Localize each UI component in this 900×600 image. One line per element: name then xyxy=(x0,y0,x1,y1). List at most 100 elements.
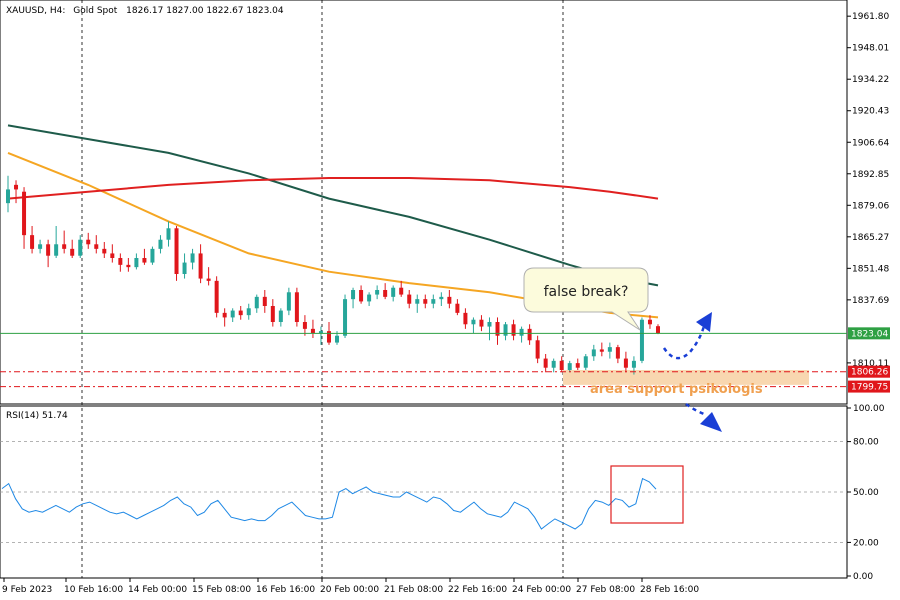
support-zone xyxy=(563,370,809,385)
time-axis-label: 22 Feb 16:00 xyxy=(448,585,507,595)
price-axis-label: 1810.11 xyxy=(852,359,889,369)
support-zone-label: area support psikologis xyxy=(590,382,763,397)
time-axis-label: 28 Feb 16:00 xyxy=(640,585,699,595)
bearish-candle xyxy=(14,180,19,204)
bullish-candle xyxy=(367,292,372,306)
bullish-candle xyxy=(583,354,588,370)
candle-body xyxy=(575,363,580,368)
time-axis-label: 15 Feb 08:00 xyxy=(192,585,251,595)
candle-body xyxy=(431,299,436,304)
candle-body xyxy=(46,244,51,256)
candle-body xyxy=(639,319,644,361)
candle-body xyxy=(615,347,620,359)
rsi-title: RSI(14) 51.74 xyxy=(6,411,68,421)
candle-body xyxy=(519,328,524,336)
candle-body xyxy=(623,358,628,368)
price-axis-label: 1879.06 xyxy=(852,201,889,211)
candles xyxy=(6,175,660,375)
bullish-candle xyxy=(439,292,444,306)
rsi-panel-frame xyxy=(0,405,848,579)
candle-body xyxy=(479,319,484,327)
price-axis-label: 1892.85 xyxy=(852,170,889,180)
bullish-candle xyxy=(391,285,396,302)
current-price-tag: 1823.04 xyxy=(848,327,890,340)
candle-body xyxy=(318,331,323,334)
bearish-candle xyxy=(86,232,91,249)
bullish-candle xyxy=(278,308,283,327)
symbol-label: XAUUSD, H4: xyxy=(6,6,65,16)
candle-body xyxy=(591,349,596,357)
candle-body xyxy=(511,324,516,336)
arrow-up-icon xyxy=(696,312,712,332)
bearish-candle xyxy=(511,319,516,341)
candle-body xyxy=(455,303,460,313)
price-axis-label: 1934.22 xyxy=(852,75,889,85)
candle-body xyxy=(503,324,508,336)
price-tag-text: 1799.75 xyxy=(851,383,888,393)
candle-body xyxy=(367,294,372,302)
bearish-candle xyxy=(647,315,652,329)
callout-bubble xyxy=(523,267,649,331)
bearish-candle xyxy=(198,244,203,284)
candle-body xyxy=(206,278,211,281)
bearish-candle xyxy=(423,294,428,309)
bearish-candle xyxy=(656,324,660,335)
bearish-candle xyxy=(118,253,123,272)
bullish-candle xyxy=(551,358,556,373)
moving-average-line xyxy=(7,177,659,200)
bullish-candle xyxy=(639,317,644,364)
projection-arrows xyxy=(662,312,722,432)
bearish-candle xyxy=(270,299,275,327)
support-layer xyxy=(563,370,809,385)
bullish-candle xyxy=(38,239,43,254)
bearish-candle xyxy=(238,306,243,320)
bullish-candle xyxy=(6,175,10,213)
bearish-candle xyxy=(222,308,227,327)
candle-body xyxy=(559,360,564,370)
candle-body xyxy=(22,191,27,236)
bearish-candle xyxy=(262,290,267,313)
bullish-candle xyxy=(286,287,291,316)
candle-body xyxy=(343,299,348,336)
candle-body xyxy=(407,294,412,304)
bearish-candle xyxy=(70,239,75,258)
bearish-candle xyxy=(463,308,468,329)
chart-header: XAUUSD, H4: Gold Spot 1826.17 1827.00 18… xyxy=(6,6,284,16)
price-levels xyxy=(0,332,847,388)
candle-body xyxy=(631,360,636,368)
bullish-candle xyxy=(519,326,524,343)
candle-body xyxy=(359,290,364,302)
bullish-candle xyxy=(246,303,251,320)
bullish-candle xyxy=(487,317,492,341)
candle-body xyxy=(391,287,396,297)
candle-body xyxy=(487,322,492,327)
candle-body xyxy=(270,306,275,322)
bearish-candle xyxy=(599,342,604,357)
arrow-down-icon xyxy=(700,412,722,432)
time-axis-label: 16 Feb 16:00 xyxy=(256,585,315,595)
bullish-candle xyxy=(150,246,155,265)
bearish-candle xyxy=(615,344,620,364)
candle-body xyxy=(222,312,227,318)
bearish-candle xyxy=(399,280,404,297)
bearish-candle xyxy=(535,335,540,364)
candle-body xyxy=(238,310,243,316)
bullish-candle xyxy=(591,344,596,361)
price-axis-label: 1948.01 xyxy=(852,44,889,54)
rsi-line xyxy=(1,477,657,530)
bearish-candle xyxy=(174,226,179,281)
candle-body xyxy=(495,322,500,336)
time-axis-label: 24 Feb 00:00 xyxy=(512,585,571,595)
bearish-candle xyxy=(495,317,500,345)
bearish-candle xyxy=(543,354,548,373)
ohlc-readout: 1826.17 1827.00 1822.67 1823.04 xyxy=(126,6,284,16)
candle-body xyxy=(583,356,588,368)
bearish-projection-path xyxy=(685,402,705,416)
candle-body xyxy=(38,244,43,249)
candle-body xyxy=(535,340,540,359)
bullish-candle xyxy=(503,322,508,341)
bullish-candle xyxy=(375,285,380,300)
price-tag-bg xyxy=(848,365,890,378)
bearish-candle xyxy=(559,356,564,373)
